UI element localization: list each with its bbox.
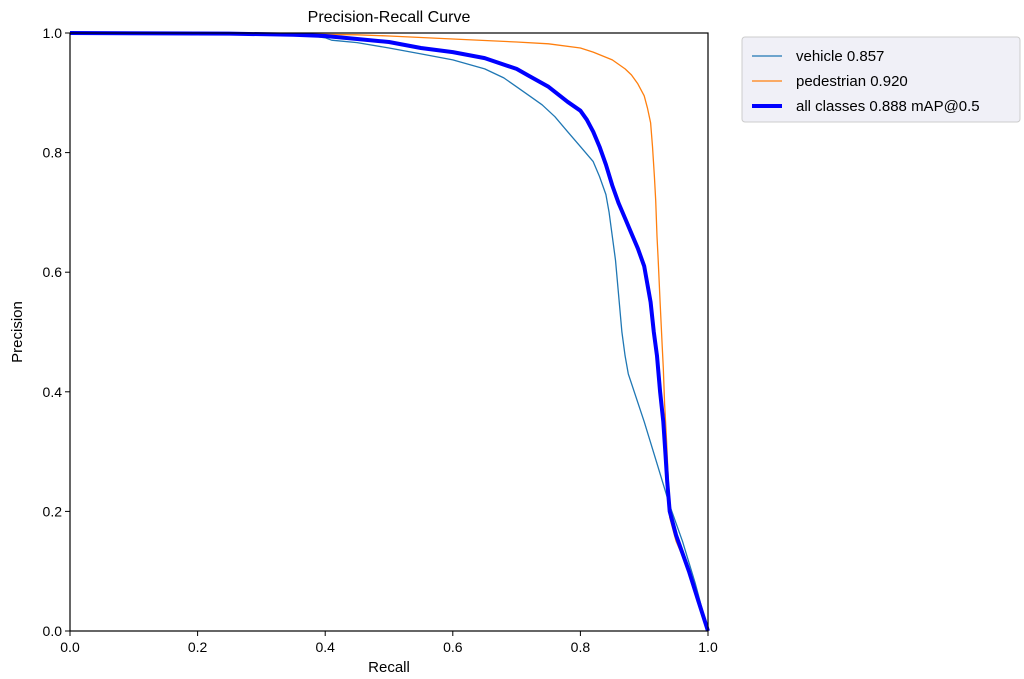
x-axis: 0.0 0.2 0.4 0.6 0.8 1.0	[60, 631, 718, 655]
legend-label-pedestrian: pedestrian 0.920	[796, 73, 908, 90]
series-line-all-classes	[69, 31, 710, 632]
legend: vehicle 0.857 pedestrian 0.920 all class…	[741, 36, 1021, 123]
y-axis: 0.0 0.2 0.4 0.6 0.8 1.0	[43, 25, 70, 639]
x-axis-label: Recall	[368, 659, 410, 676]
x-tick-label: 0.8	[571, 639, 591, 655]
x-tick-label: 0.2	[188, 639, 208, 655]
x-tick-label: 0.0	[60, 639, 80, 655]
series-line-vehicle	[69, 32, 709, 632]
y-tick-label: 0.4	[43, 384, 63, 400]
x-tick-label: 0.6	[443, 639, 463, 655]
series-line-pedestrian	[69, 32, 709, 632]
legend-label-all-classes: all classes 0.888 mAP@0.5	[796, 98, 980, 115]
chart-title: Precision-Recall Curve	[308, 9, 471, 26]
y-tick-label: 0.0	[43, 623, 63, 639]
y-tick-label: 0.2	[43, 503, 63, 519]
plot-frame	[69, 32, 709, 632]
legend-label-vehicle: vehicle 0.857	[796, 48, 884, 65]
y-axis-label: Precision	[9, 301, 26, 363]
y-tick-label: 1.0	[43, 25, 63, 41]
y-tick-label: 0.6	[43, 264, 63, 280]
x-tick-label: 0.4	[315, 639, 335, 655]
series-lines	[69, 31, 710, 632]
y-tick-label: 0.8	[43, 145, 63, 161]
x-tick-label: 1.0	[698, 639, 718, 655]
legend-box	[741, 36, 1021, 123]
